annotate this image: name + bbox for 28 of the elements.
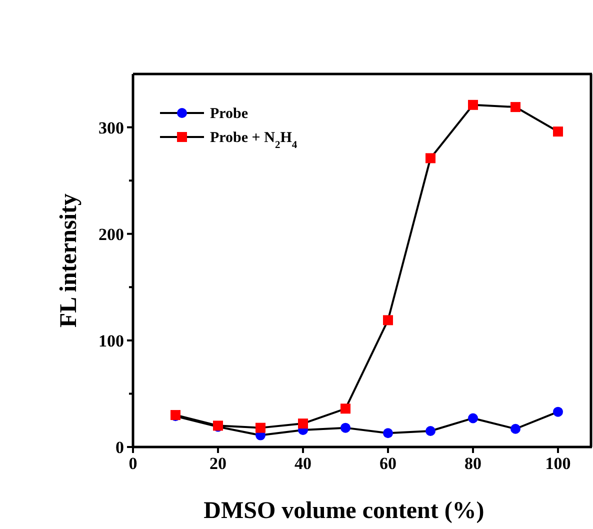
x-tick-label: 100: [545, 454, 571, 473]
x-axis-title: DMSO volume content (%): [204, 498, 484, 524]
point: [383, 428, 393, 438]
point: [426, 153, 436, 164]
point: [256, 422, 266, 433]
x-tick-label: 0: [128, 454, 138, 473]
point: [426, 426, 436, 436]
y-tick-label: 200: [98, 224, 124, 244]
x-tick-label: 60: [380, 454, 396, 473]
point: [340, 422, 350, 433]
point: [468, 413, 478, 424]
point: [340, 404, 350, 414]
point: [553, 406, 563, 417]
x-tick-label: 40: [294, 454, 312, 473]
x-tick-label: 80: [464, 454, 482, 473]
y-tick-label: 0: [116, 438, 124, 457]
point: [553, 126, 563, 137]
point: [468, 100, 478, 110]
point: [510, 102, 520, 112]
y-axis-title: FL internsity: [56, 193, 82, 328]
legend-label: Probe + N$_{2}$H$_{4}$: [210, 130, 298, 150]
point: [298, 418, 308, 429]
point: [383, 315, 393, 326]
y-tick-label: 300: [98, 118, 124, 138]
legend-label: Probe: [210, 106, 248, 122]
x-tick-label: 20: [210, 454, 226, 473]
y-tick-label: 100: [98, 331, 124, 350]
point: [510, 424, 520, 434]
